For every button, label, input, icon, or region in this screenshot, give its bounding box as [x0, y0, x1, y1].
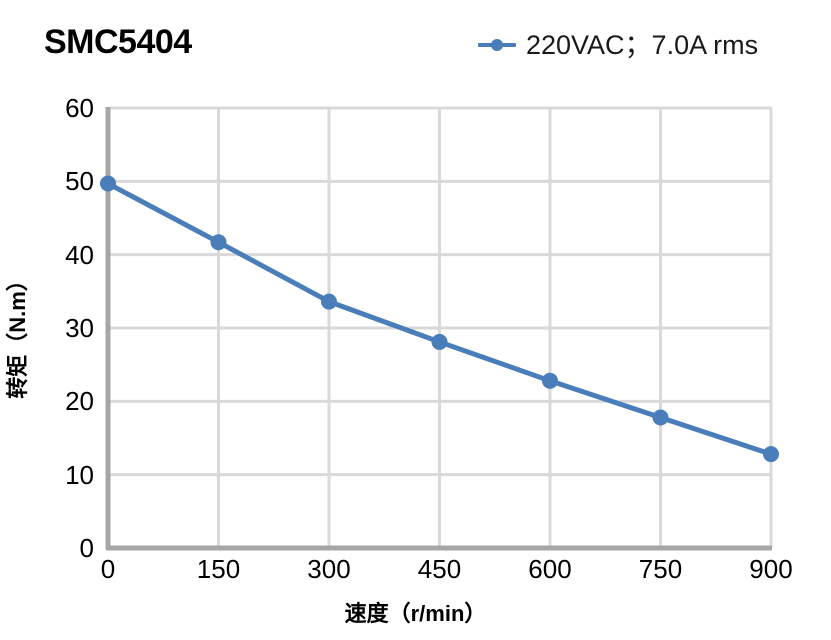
chart-legend: 220VAC；7.0A rms: [478, 28, 758, 62]
y-tick-label: 10: [65, 459, 94, 490]
x-tick: 0: [48, 556, 168, 588]
x-tick-label: 450: [417, 554, 462, 584]
x-tick: 600: [490, 556, 610, 588]
legend-marker-line-dot-icon: [478, 38, 516, 52]
data-point[interactable]: [542, 372, 558, 389]
x-tick: 150: [159, 556, 279, 588]
x-tick: 450: [380, 556, 500, 588]
data-point[interactable]: [210, 234, 227, 251]
y-tick-label: 20: [65, 386, 94, 417]
data-point[interactable]: [652, 409, 669, 426]
y-tick-label: 30: [65, 313, 94, 343]
data-point[interactable]: [321, 293, 337, 310]
y-tick-label: 0: [79, 533, 94, 563]
x-tick: 750: [601, 556, 721, 588]
y-tick-label: 40: [65, 239, 94, 270]
x-tick-label: 750: [638, 554, 683, 584]
x-tick-label: 600: [528, 554, 572, 584]
legend-item-label: 220VAC；7.0A rms: [526, 29, 759, 60]
x-tick-label: 0: [100, 554, 116, 584]
x-tick-label: 300: [307, 554, 351, 584]
y-axis-title: 转矩（N.m）: [5, 269, 30, 399]
chart-title: SMC5404: [44, 23, 192, 61]
legend-item-series-1[interactable]: 220VAC；7.0A rms: [478, 29, 759, 60]
x-tick: 900: [711, 556, 831, 588]
data-point[interactable]: [763, 446, 779, 463]
x-axis-title: 速度（r/min）: [344, 601, 487, 626]
y-tick-label: 50: [65, 166, 94, 197]
data-point[interactable]: [100, 175, 116, 192]
x-tick-label: 900: [749, 554, 793, 584]
x-tick-label: 150: [196, 554, 241, 584]
x-tick: 300: [269, 556, 389, 588]
data-point[interactable]: [431, 333, 448, 350]
y-tick-label: 60: [65, 93, 94, 123]
